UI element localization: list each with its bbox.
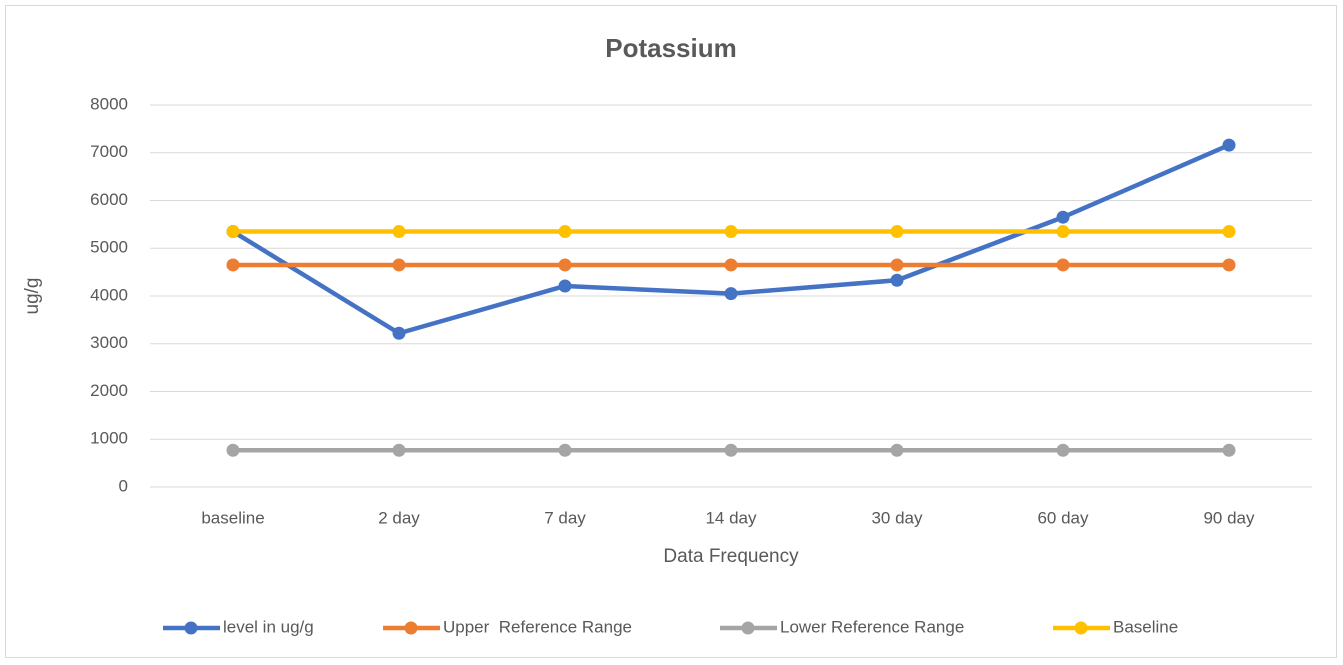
data-point: [392, 443, 406, 457]
legend-label: level in ug/g: [223, 617, 314, 636]
data-point: [392, 225, 406, 239]
data-point: [724, 287, 738, 301]
data-point: [392, 326, 406, 340]
data-point: [890, 258, 904, 272]
y-tick-label: 1000: [90, 429, 128, 448]
chart-border: [5, 5, 1337, 658]
data-point: [558, 258, 572, 272]
x-tick-label: 30 day: [871, 508, 923, 527]
chart-title: Potassium: [605, 33, 737, 63]
y-tick-label: 8000: [90, 94, 128, 113]
data-point: [226, 225, 240, 239]
data-point: [1056, 258, 1070, 272]
data-point: [724, 443, 738, 457]
data-point: [558, 279, 572, 293]
data-point: [1056, 443, 1070, 457]
y-axis-title: ug/g: [22, 278, 43, 315]
legend-marker: [404, 621, 418, 635]
data-point: [1222, 138, 1236, 152]
y-tick-label: 4000: [90, 285, 128, 304]
data-point: [1222, 443, 1236, 457]
legend-label: Upper Reference Range: [443, 617, 632, 636]
x-axis-title: Data Frequency: [663, 546, 799, 567]
data-point: [890, 443, 904, 457]
y-tick-label: 2000: [90, 381, 128, 400]
x-tick-label: baseline: [201, 508, 264, 527]
data-point: [226, 443, 240, 457]
data-point: [226, 258, 240, 272]
legend-marker: [184, 621, 198, 635]
data-point: [1056, 225, 1070, 239]
legend-marker: [1074, 621, 1088, 635]
x-tick-label: 60 day: [1037, 508, 1089, 527]
data-point: [890, 225, 904, 239]
x-tick-label: 14 day: [705, 508, 757, 527]
y-tick-label: 7000: [90, 142, 128, 161]
x-tick-label: 7 day: [544, 508, 586, 527]
data-point: [1222, 258, 1236, 272]
legend-label: Baseline: [1113, 617, 1178, 636]
legend-marker: [741, 621, 755, 635]
data-point: [1056, 210, 1070, 224]
legend-label: Lower Reference Range: [780, 617, 964, 636]
data-point: [890, 273, 904, 287]
data-point: [558, 443, 572, 457]
data-point: [724, 225, 738, 239]
y-tick-label: 5000: [90, 238, 128, 257]
y-tick-label: 0: [119, 476, 128, 495]
y-tick-label: 3000: [90, 333, 128, 352]
data-point: [558, 225, 572, 239]
y-tick-label: 6000: [90, 190, 128, 209]
x-tick-label: 2 day: [378, 508, 420, 527]
data-point: [392, 258, 406, 272]
data-point: [1222, 225, 1236, 239]
data-point: [724, 258, 738, 272]
x-tick-label: 90 day: [1203, 508, 1255, 527]
